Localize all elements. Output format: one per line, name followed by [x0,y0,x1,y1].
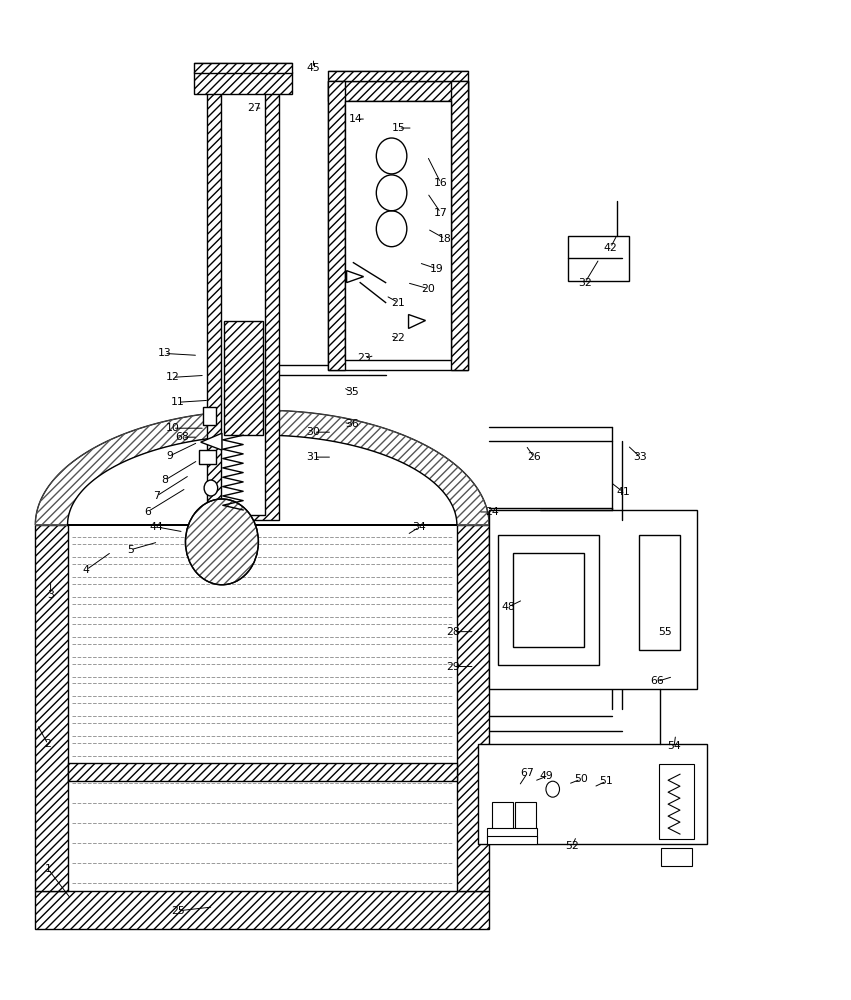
Text: 51: 51 [599,776,613,786]
Text: 4: 4 [83,565,89,575]
Text: 28: 28 [447,627,460,637]
Text: 5: 5 [127,545,134,555]
Text: 27: 27 [248,103,261,113]
Bar [207,76,279,520]
Text: 32: 32 [578,278,591,288]
Circle shape [204,480,218,496]
Bar [513,553,584,647]
Text: 12: 12 [166,372,180,382]
Text: 9: 9 [166,451,173,461]
Text: 16: 16 [434,178,448,188]
Text: 50: 50 [574,774,588,784]
Bar [457,525,489,891]
Text: 31: 31 [306,452,321,462]
Bar [36,525,67,891]
Bar [487,828,538,838]
Circle shape [186,499,259,585]
Bar [487,836,538,844]
Text: 30: 30 [306,427,321,437]
Bar [568,236,629,281]
Text: 45: 45 [306,63,321,73]
Text: 52: 52 [565,841,580,851]
Polygon shape [408,315,426,328]
Bar [639,535,680,650]
Bar [328,81,468,370]
Circle shape [546,781,559,797]
Text: 55: 55 [659,627,672,637]
Text: 22: 22 [391,333,405,343]
Text: 13: 13 [157,348,171,358]
Bar [489,510,697,689]
Bar [221,76,266,515]
Bar [203,407,215,425]
Bar [194,72,292,94]
Text: 35: 35 [345,387,358,397]
Text: 23: 23 [357,353,371,363]
Bar [345,101,451,360]
Bar [328,81,468,101]
Bar [67,763,457,781]
Text: 20: 20 [421,284,435,294]
Bar [515,802,536,832]
Text: 17: 17 [434,208,448,218]
Text: 3: 3 [47,590,54,600]
Text: 6: 6 [144,507,151,517]
Text: 44: 44 [150,522,163,532]
Text: 68: 68 [175,432,189,442]
Text: 49: 49 [540,771,554,781]
Bar [492,802,513,832]
Bar [224,321,263,435]
Text: 66: 66 [650,676,664,686]
Text: 19: 19 [430,264,443,274]
Polygon shape [346,271,363,283]
Bar [198,450,215,464]
Text: 54: 54 [667,741,681,751]
Text: 2: 2 [44,739,51,749]
Text: 33: 33 [633,452,647,462]
PathPatch shape [67,435,457,525]
Text: 48: 48 [502,602,516,612]
Text: 18: 18 [438,234,452,244]
Text: 34: 34 [413,522,426,532]
Bar [328,81,345,370]
PathPatch shape [36,410,489,525]
Bar [661,848,692,866]
Text: 25: 25 [171,906,185,916]
Bar [194,63,292,73]
Polygon shape [201,433,222,450]
Text: 26: 26 [528,452,541,462]
Text: 7: 7 [153,491,160,501]
Bar [659,764,694,839]
Text: 21: 21 [391,298,405,308]
Text: 14: 14 [349,114,363,124]
Text: 10: 10 [166,423,180,433]
Bar [328,71,468,81]
Text: 8: 8 [162,475,168,485]
Bar [498,535,599,665]
Text: 67: 67 [521,768,534,778]
Bar [451,81,468,370]
Text: 41: 41 [616,487,630,497]
Text: 1: 1 [44,864,51,874]
Text: 15: 15 [391,123,405,133]
Text: 29: 29 [447,662,460,672]
Text: 24: 24 [485,507,499,517]
Bar [478,744,707,844]
Bar [36,891,489,929]
Text: 36: 36 [345,419,358,429]
Text: 42: 42 [603,243,617,253]
Text: 11: 11 [171,397,185,407]
